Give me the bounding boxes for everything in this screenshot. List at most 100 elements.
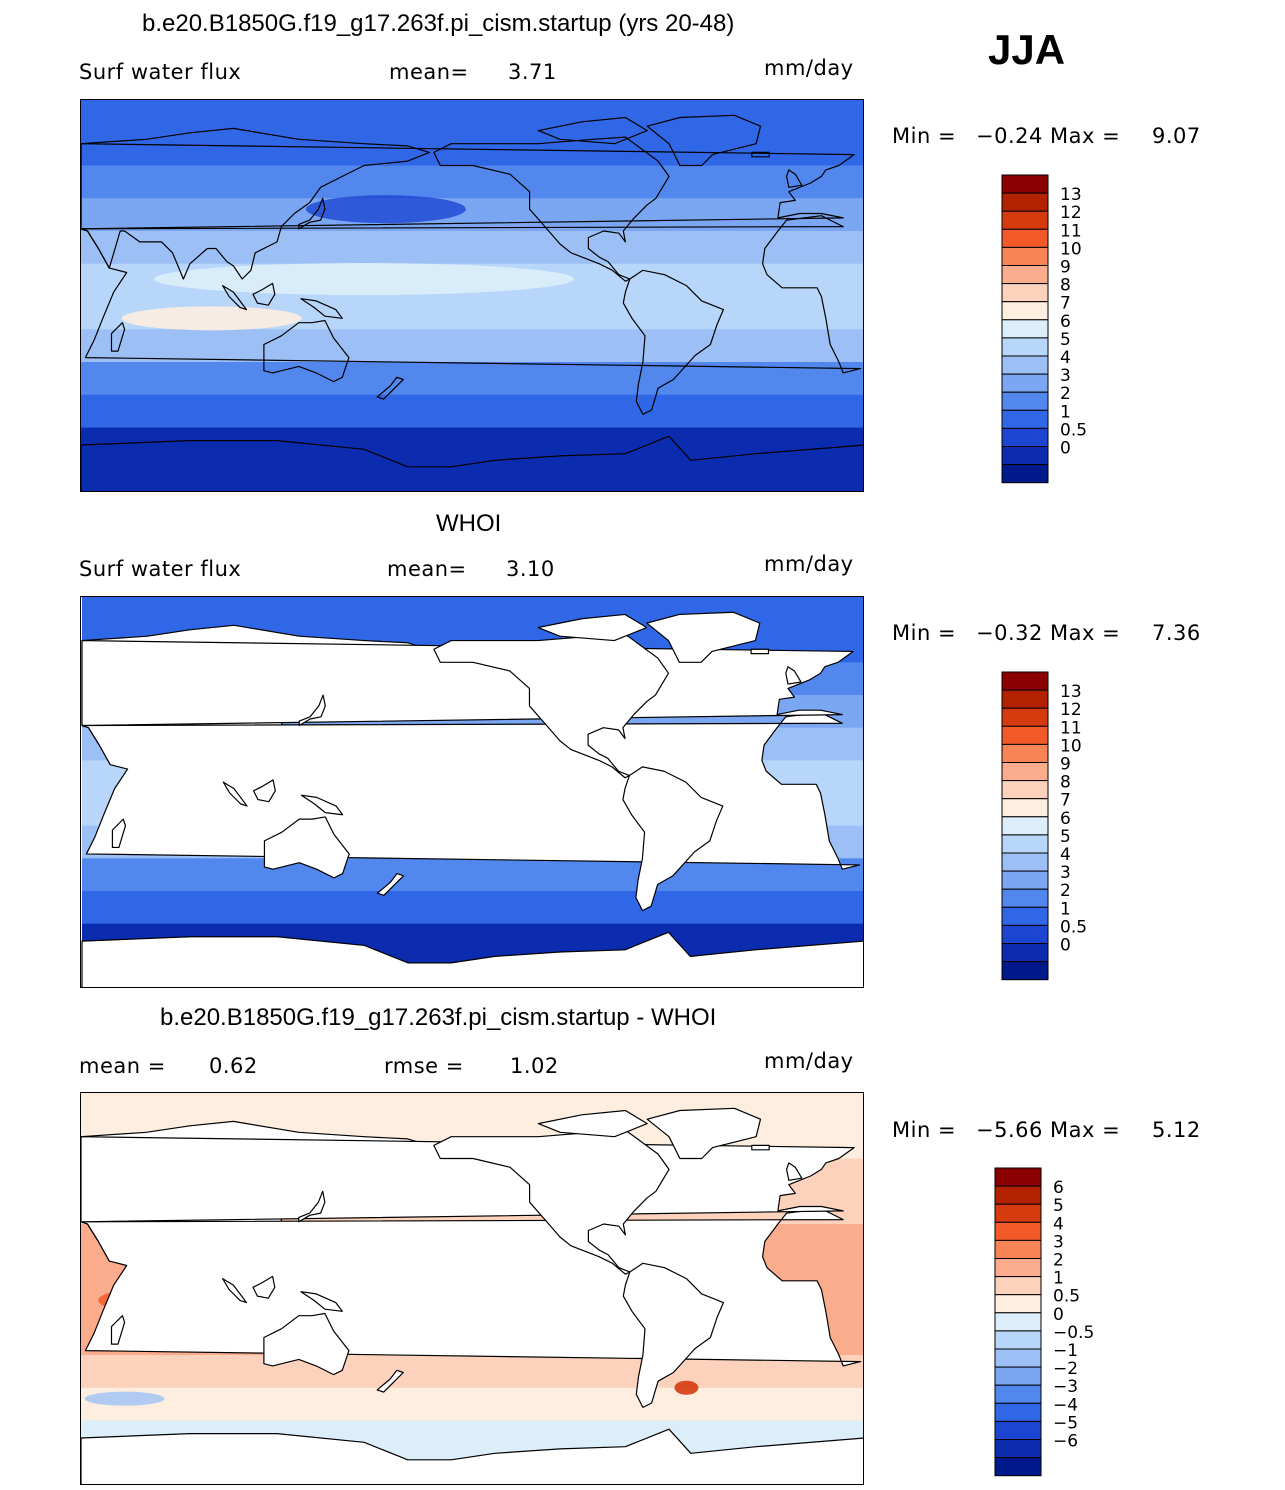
coastline [252, 282, 276, 306]
panel-1-mean-label: mean= [389, 60, 469, 84]
panel-2-min-label: Min = [892, 621, 957, 645]
panel-1-map [80, 99, 864, 492]
colorbar-swatch [1001, 671, 1049, 691]
colorbar-tick-label: 11 [1060, 718, 1082, 738]
colorbar-swatch [1001, 762, 1049, 782]
coastline [263, 319, 350, 383]
coastline [81, 215, 862, 374]
colorbar-tick-label: 5 [1053, 1196, 1064, 1216]
coastline [298, 1190, 326, 1223]
coastline [222, 1278, 248, 1304]
colorbar-tick-label: 13 [1060, 185, 1082, 205]
colorbar-tick-label: −3 [1053, 1377, 1078, 1397]
colorbar-swatch [994, 1330, 1042, 1350]
colorbar-swatch [1001, 906, 1049, 926]
colorbar-tick-label: 3 [1060, 366, 1071, 386]
colorbar-tick-label: 0 [1053, 1305, 1064, 1325]
colorbar-tick-label: 0 [1060, 936, 1071, 956]
panel-3-rmse-label: rmse = [384, 1054, 464, 1078]
colorbar-tick-label: −0.5 [1053, 1323, 1094, 1343]
colorbar-tick-label: 5 [1060, 827, 1071, 847]
colorbar-swatch [1001, 210, 1049, 230]
coastline [433, 1129, 670, 1275]
panel-3-title: b.e20.B1850G.f19_g17.263f.pi_cism.startu… [160, 1004, 717, 1031]
panel-3-rmse-value: 1.02 [510, 1054, 559, 1078]
colorbar-swatch [994, 1239, 1042, 1260]
coastline [537, 116, 648, 145]
colorbar-swatch [1001, 834, 1049, 854]
panel-1-min-value: −0.24 [976, 124, 1043, 148]
colorbar-swatch [1001, 725, 1049, 745]
coastline [252, 779, 276, 803]
panel-3-min-label: Min = [892, 1118, 957, 1142]
panel-1-title: b.e20.B1850G.f19_g17.263f.pi_cism.startu… [142, 10, 735, 37]
colorbar-swatch [1001, 888, 1049, 908]
colorbar-swatch [1001, 301, 1049, 321]
colorbar-swatch [1001, 319, 1049, 339]
coastline [81, 435, 863, 491]
colorbar-swatch [1001, 192, 1049, 212]
colorbar-swatch [1001, 689, 1049, 709]
field-band [81, 165, 863, 199]
coastline [111, 818, 127, 849]
panel-3-map [80, 1092, 864, 1485]
field-band [81, 891, 863, 925]
colorbar-tick-label: 2 [1060, 384, 1071, 404]
colorbar-swatch [994, 1402, 1042, 1422]
colorbar-tick-label: 7 [1060, 294, 1071, 314]
coastline [110, 1315, 126, 1345]
colorbar-swatch [994, 1185, 1042, 1205]
coastline [786, 1162, 803, 1181]
colorbar-tick-label: 0 [1060, 439, 1071, 459]
colorbar-tick-label: 5 [1060, 330, 1071, 350]
colorbar-swatch [1001, 870, 1049, 890]
colorbar-tick-label: 1 [1060, 899, 1071, 919]
colorbar-tick-label: 12 [1060, 203, 1082, 223]
coastline [376, 1369, 404, 1393]
colorbar-swatch [1001, 246, 1049, 267]
colorbar-tick-label: 10 [1060, 239, 1082, 259]
coastline [110, 322, 126, 352]
colorbar-swatch [994, 1294, 1042, 1314]
coastline [222, 781, 248, 807]
colorbar-tick-label: 8 [1060, 276, 1071, 296]
panel-1-colorbar: 13 12 11 10 9 8 7 6 5 4 3 2 1 0.5 0 [1001, 174, 1122, 485]
coastline [376, 376, 404, 400]
field-band [81, 1387, 863, 1421]
colorbar-swatch [1001, 337, 1049, 357]
coastline [300, 1291, 343, 1312]
coastline [537, 613, 648, 642]
colorbar-tick-label: 9 [1060, 258, 1071, 278]
colorbar-tick-label: 6 [1060, 809, 1071, 829]
panel-1-max-value: 9.07 [1152, 124, 1201, 148]
colorbar-swatch [994, 1348, 1042, 1368]
panel-3-mean-value: 0.62 [209, 1054, 258, 1078]
colorbar-swatch [1001, 355, 1049, 375]
coastline [622, 1262, 724, 1408]
colorbar-swatch [1001, 707, 1049, 727]
panel-2-colorbar: 13 12 11 10 9 8 7 6 5 4 3 2 1 0.5 0 [1001, 671, 1122, 982]
colorbar-tick-label: 6 [1053, 1178, 1064, 1198]
colorbar-swatch [1001, 409, 1049, 429]
colorbar-swatch [994, 1276, 1042, 1296]
coastline [81, 1428, 863, 1484]
field-band [81, 329, 863, 363]
colorbar-tick-label: 2 [1053, 1251, 1064, 1271]
colorbar-swatch [994, 1420, 1042, 1440]
colorbar-swatch [1001, 780, 1049, 800]
colorbar-swatch [1001, 174, 1049, 194]
colorbar-tick-label: 0.5 [1053, 1287, 1080, 1307]
colorbar-swatch [994, 1439, 1042, 1459]
colorbar-tick-label: 2 [1060, 881, 1071, 901]
colorbar-swatch [1001, 743, 1049, 764]
indian-ocean-max [121, 306, 302, 331]
colorbar-tick-label: 6 [1060, 312, 1071, 332]
coastline [750, 648, 770, 655]
coastline [376, 872, 405, 896]
panel-2-mean-label: mean= [387, 557, 467, 581]
field-band [81, 394, 863, 428]
colorbar-swatch [994, 1457, 1042, 1477]
field-band [81, 1355, 863, 1389]
n-pacific-min [305, 195, 466, 224]
coastline [622, 269, 724, 415]
